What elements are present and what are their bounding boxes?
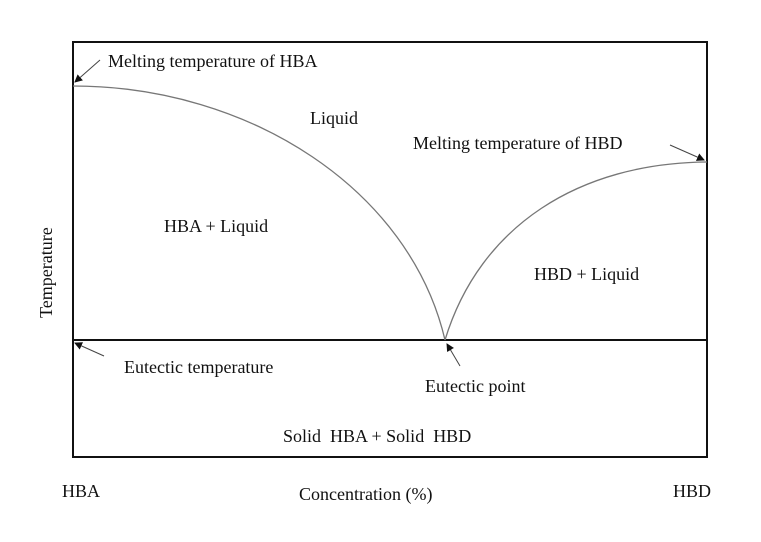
plot-frame xyxy=(72,41,708,458)
solid-region-label: Solid HBA + Solid HBD xyxy=(283,426,471,446)
melt-hbd-label: Melting temperature of HBD xyxy=(413,133,622,153)
melt-hba-label: Melting temperature of HBA xyxy=(108,51,317,71)
hba-liquidus-curve xyxy=(72,85,446,341)
eutectic-point-arrow xyxy=(446,343,461,367)
hba-liquid-label: HBA + Liquid xyxy=(164,216,268,236)
melt-hbd-arrow xyxy=(669,144,705,161)
hbd-liquid-label: HBD + Liquid xyxy=(534,264,639,284)
y-axis-label: Temperature xyxy=(36,227,56,318)
eutectic-temperature-label: Eutectic temperature xyxy=(124,357,273,377)
x-left-label: HBA xyxy=(62,481,100,501)
melt-hba-arrow xyxy=(74,59,101,83)
liquid-label: Liquid xyxy=(310,108,358,128)
eutectic-temperature-arrow xyxy=(74,342,105,357)
hbd-liquidus-curve xyxy=(444,161,708,341)
x-right-label: HBD xyxy=(673,481,711,501)
eutectic-point-label: Eutectic point xyxy=(425,376,525,396)
x-axis-label: Concentration (%) xyxy=(299,484,432,505)
